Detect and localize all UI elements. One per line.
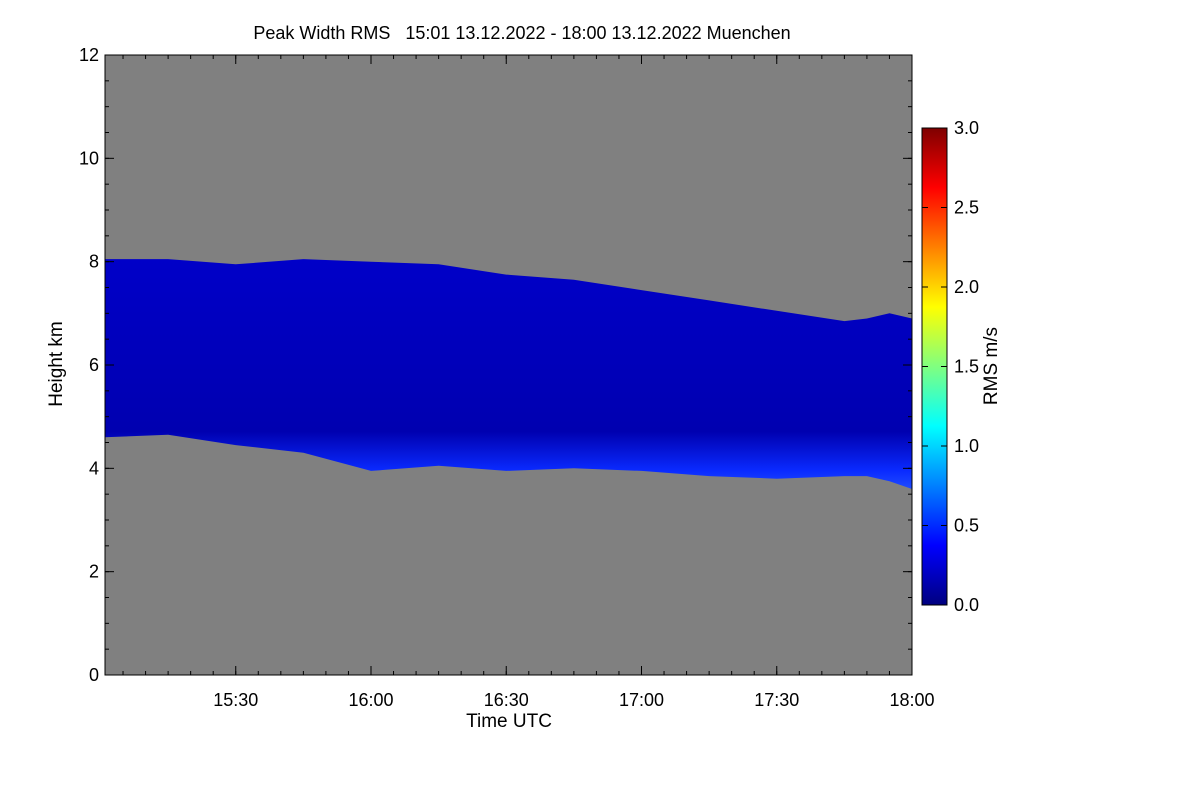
cloud-layer-area	[105, 259, 912, 489]
y-tick-label: 6	[89, 355, 99, 375]
cbar-tick-label: 0.5	[954, 516, 979, 536]
x-axis-title: Time UTC	[466, 711, 552, 732]
x-axis: 15:30 16:00 16:30 17:00 17:30 18:00	[122, 55, 935, 710]
cbar-tick-label: 3.0	[954, 118, 979, 138]
cloud-layer	[105, 259, 912, 489]
y-tick-label: 2	[89, 562, 99, 582]
x-tick-label: 16:00	[348, 690, 393, 710]
y-tick-label: 12	[79, 45, 99, 65]
x-tick-label: 17:00	[619, 690, 664, 710]
cbar-tick-label: 2.0	[954, 277, 979, 297]
x-tick-label: 16:30	[484, 690, 529, 710]
cbar-tick-label: 2.5	[954, 198, 979, 218]
chart-title: Peak Width RMS 15:01 13.12.2022 - 18:00 …	[253, 23, 790, 43]
y-tick-label: 4	[89, 458, 99, 478]
colorbar-ticks: 0.0 0.5 1.0 1.5 2.0 2.5 3.0	[922, 118, 979, 615]
cbar-tick-label: 0.0	[954, 595, 979, 615]
y-axis: 0 2 4 6 8 10 12	[79, 45, 912, 685]
y-tick-label: 8	[89, 252, 99, 272]
y-tick-label: 10	[79, 148, 99, 168]
cbar-tick-label: 1.5	[954, 357, 979, 377]
cbar-tick-label: 1.0	[954, 436, 979, 456]
x-tick-label: 17:30	[754, 690, 799, 710]
y-tick-label: 0	[89, 665, 99, 685]
x-tick-label: 18:00	[889, 690, 934, 710]
x-tick-label: 15:30	[213, 690, 258, 710]
colorbar-title: RMS m/s	[981, 327, 1002, 405]
y-axis-title: Height km	[46, 321, 67, 407]
